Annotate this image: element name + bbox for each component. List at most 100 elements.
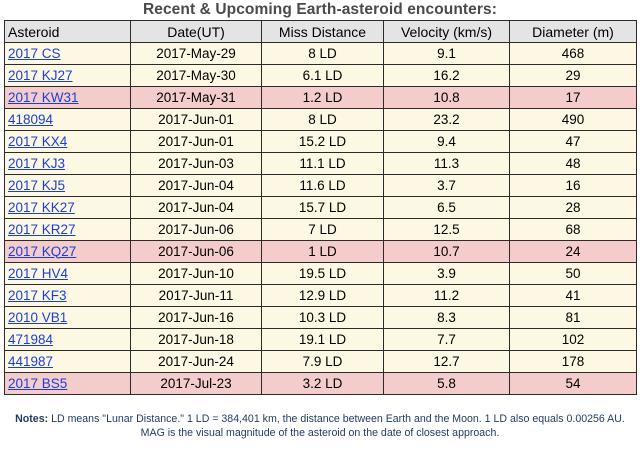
asteroid-link[interactable]: 2017 KW31 — [8, 89, 79, 105]
column-header-date: Date(UT) — [130, 20, 262, 43]
asteroid-link[interactable]: 441987 — [8, 353, 54, 369]
asteroid-link[interactable]: 2017 KJ5 — [8, 177, 66, 193]
asteroid-cell: 2017 KQ27 — [4, 240, 131, 263]
table-row: 441987 2017-Jun-24 7.9 LD 12.7 178 — [4, 350, 637, 373]
date-cell: 2017-May-29 — [130, 42, 262, 65]
velocity-cell: 3.7 — [383, 174, 510, 197]
asteroid-link[interactable]: 2017 KR27 — [8, 221, 76, 237]
asteroid-link[interactable]: 2017 KF3 — [8, 287, 67, 303]
asteroid-cell: 2017 KJ5 — [4, 174, 131, 197]
asteroid-link[interactable]: 471984 — [8, 331, 54, 347]
column-header-asteroid: Asteroid — [4, 20, 131, 43]
asteroid-cell: 418094 — [4, 108, 131, 131]
miss-distance-cell: 3.2 LD — [261, 372, 384, 395]
miss-distance-cell: 11.6 LD — [261, 174, 384, 197]
date-cell: 2017-Jun-06 — [130, 218, 262, 241]
asteroid-cell: 2017 KX4 — [4, 130, 131, 153]
miss-distance-cell: 12.9 LD — [261, 284, 384, 307]
velocity-cell: 10.8 — [383, 86, 510, 109]
date-cell: 2017-Jun-04 — [130, 196, 262, 219]
diameter-cell: 16 — [509, 174, 637, 197]
asteroid-cell: 2017 CS — [4, 42, 131, 65]
table-row: 2017 KX4 2017-Jun-01 15.2 LD 9.4 47 — [4, 130, 637, 153]
diameter-cell: 68 — [509, 218, 637, 241]
date-cell: 2017-Jun-18 — [130, 328, 262, 351]
miss-distance-cell: 8 LD — [261, 108, 384, 131]
notes-text: LD means "Lunar Distance." 1 LD = 384,40… — [51, 413, 625, 439]
asteroid-link[interactable]: 2017 CS — [8, 45, 61, 61]
diameter-cell: 29 — [509, 64, 637, 87]
asteroid-link[interactable]: 2017 KJ27 — [8, 67, 73, 83]
miss-distance-cell: 1.2 LD — [261, 86, 384, 109]
diameter-cell: 50 — [509, 262, 637, 285]
velocity-cell: 10.7 — [383, 240, 510, 263]
diameter-cell: 490 — [509, 108, 637, 131]
date-cell: 2017-Jun-10 — [130, 262, 262, 285]
encounters-table: Asteroid Date(UT) Miss Distance Velocity… — [4, 20, 637, 395]
velocity-cell: 3.9 — [383, 262, 510, 285]
asteroid-cell: 2017 BS5 — [4, 372, 131, 395]
asteroid-link[interactable]: 418094 — [8, 111, 54, 127]
velocity-cell: 11.3 — [383, 152, 510, 175]
asteroid-cell: 2017 KR27 — [4, 218, 131, 241]
asteroid-link[interactable]: 2017 KQ27 — [8, 243, 77, 259]
miss-distance-cell: 8 LD — [261, 42, 384, 65]
table-row: 2017 KQ27 2017-Jun-06 1 LD 10.7 24 — [4, 240, 637, 263]
asteroid-cell: 2017 KW31 — [4, 86, 131, 109]
asteroid-link[interactable]: 2017 BS5 — [8, 375, 68, 391]
diameter-cell: 47 — [509, 130, 637, 153]
table-row: 2017 HV4 2017-Jun-10 19.5 LD 3.9 50 — [4, 262, 637, 285]
date-cell: 2017-Jun-01 — [130, 108, 262, 131]
velocity-cell: 12.5 — [383, 218, 510, 241]
asteroid-cell: 2017 KJ27 — [4, 64, 131, 87]
diameter-cell: 28 — [509, 196, 637, 219]
date-cell: 2017-Jun-04 — [130, 174, 262, 197]
asteroid-link[interactable]: 2017 KK27 — [8, 199, 75, 215]
asteroid-link[interactable]: 2017 KX4 — [8, 133, 68, 149]
miss-distance-cell: 6.1 LD — [261, 64, 384, 87]
table-row: 471984 2017-Jun-18 19.1 LD 7.7 102 — [4, 328, 637, 351]
asteroid-cell: 2017 KJ3 — [4, 152, 131, 175]
asteroid-cell: 441987 — [4, 350, 131, 373]
miss-distance-cell: 1 LD — [261, 240, 384, 263]
table-row: 2010 VB1 2017-Jun-16 10.3 LD 8.3 81 — [4, 306, 637, 329]
velocity-cell: 12.7 — [383, 350, 510, 373]
velocity-cell: 16.2 — [383, 64, 510, 87]
asteroid-link[interactable]: 2017 HV4 — [8, 265, 69, 281]
velocity-cell: 9.1 — [383, 42, 510, 65]
table-row: 2017 KJ27 2017-May-30 6.1 LD 16.2 29 — [4, 64, 637, 87]
asteroid-cell: 2017 KF3 — [4, 284, 131, 307]
date-cell: 2017-Jul-23 — [130, 372, 262, 395]
page-title: Recent & Upcoming Earth-asteroid encount… — [142, 1, 498, 18]
asteroid-cell: 2010 VB1 — [4, 306, 131, 329]
asteroid-cell: 471984 — [4, 328, 131, 351]
miss-distance-cell: 11.1 LD — [261, 152, 384, 175]
diameter-cell: 24 — [509, 240, 637, 263]
asteroid-link[interactable]: 2017 KJ3 — [8, 155, 66, 171]
table-row: 2017 KF3 2017-Jun-11 12.9 LD 11.2 41 — [4, 284, 637, 307]
diameter-cell: 81 — [509, 306, 637, 329]
asteroid-cell: 2017 HV4 — [4, 262, 131, 285]
column-header-miss-distance: Miss Distance — [261, 20, 384, 43]
diameter-cell: 17 — [509, 86, 637, 109]
diameter-cell: 468 — [509, 42, 637, 65]
velocity-cell: 7.7 — [383, 328, 510, 351]
date-cell: 2017-Jun-16 — [130, 306, 262, 329]
miss-distance-cell: 19.5 LD — [261, 262, 384, 285]
date-cell: 2017-Jun-24 — [130, 350, 262, 373]
table-row: 2017 KK27 2017-Jun-04 15.7 LD 6.5 28 — [4, 196, 637, 219]
miss-distance-cell: 19.1 LD — [261, 328, 384, 351]
date-cell: 2017-Jun-01 — [130, 130, 262, 153]
column-header-diameter: Diameter (m) — [509, 20, 637, 43]
footnote: Notes: LD means "Lunar Distance." 1 LD =… — [4, 412, 636, 440]
asteroid-link[interactable]: 2010 VB1 — [8, 309, 68, 325]
date-cell: 2017-May-30 — [130, 64, 262, 87]
velocity-cell: 11.2 — [383, 284, 510, 307]
diameter-cell: 102 — [509, 328, 637, 351]
column-header-velocity: Velocity (km/s) — [383, 20, 510, 43]
velocity-cell: 6.5 — [383, 196, 510, 219]
diameter-cell: 41 — [509, 284, 637, 307]
date-cell: 2017-Jun-11 — [130, 284, 262, 307]
velocity-cell: 5.8 — [383, 372, 510, 395]
